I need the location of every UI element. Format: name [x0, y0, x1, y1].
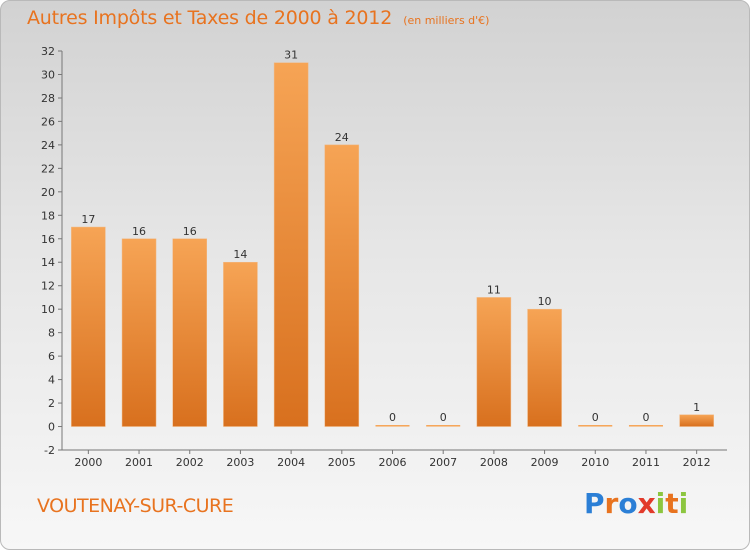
bar-2003	[223, 261, 258, 427]
y-tick-label: 30	[41, 68, 55, 81]
bar-2006	[375, 425, 410, 427]
value-label-2007: 0	[440, 411, 447, 424]
x-tick-label-2006: 2006	[379, 456, 407, 469]
y-tick-label: 8	[48, 327, 55, 340]
proxiti-logo: Proxiti	[584, 487, 688, 520]
value-label-2011: 0	[642, 411, 649, 424]
bar-2008	[476, 297, 512, 427]
x-tick-label-2009: 2009	[531, 456, 559, 469]
chart-title-block: Autres Impôts et Taxes de 2000 à 2012 (e…	[27, 7, 489, 29]
y-tick-label: 22	[41, 162, 55, 175]
x-tick-label-2000: 2000	[74, 456, 102, 469]
x-tick-label-2008: 2008	[480, 456, 508, 469]
value-label-2006: 0	[389, 411, 396, 424]
x-tick-label-2010: 2010	[581, 456, 609, 469]
x-tick-label-2011: 2011	[632, 456, 660, 469]
value-label-2004: 31	[284, 49, 298, 62]
value-label-2010: 0	[592, 411, 599, 424]
x-tick-label-2012: 2012	[683, 456, 711, 469]
value-label-2009: 10	[538, 295, 552, 308]
bar-2005	[324, 144, 360, 427]
x-tick-label-2007: 2007	[429, 456, 457, 469]
bar-2001	[121, 238, 157, 427]
value-label-2000: 17	[81, 213, 95, 226]
y-tick-label: 24	[41, 139, 55, 152]
y-tick-label: -2	[44, 444, 55, 457]
logo-letter: t	[665, 487, 679, 520]
value-label-2003: 14	[233, 248, 247, 261]
bar-2011	[628, 425, 663, 427]
y-tick-label: 2	[48, 397, 55, 410]
y-tick-label: 32	[41, 45, 55, 58]
city-name: VOUTENAY-SUR-CURE	[37, 495, 234, 517]
chart-title: Autres Impôts et Taxes de 2000 à 2012	[27, 7, 393, 29]
y-tick-label: 4	[48, 374, 55, 387]
logo-letter: i	[678, 487, 689, 520]
value-label-2008: 11	[487, 283, 501, 296]
y-tick-label: 6	[48, 350, 55, 363]
x-tick-label-2002: 2002	[176, 456, 204, 469]
x-tick-label-2001: 2001	[125, 456, 153, 469]
x-tick-label-2005: 2005	[328, 456, 356, 469]
y-tick-label: 14	[41, 256, 55, 269]
logo-letter: r	[604, 487, 619, 520]
bar-2007	[426, 425, 461, 427]
value-label-2002: 16	[183, 225, 197, 238]
y-tick-label: 28	[41, 92, 55, 105]
bar-2000	[71, 226, 106, 427]
bar-2012	[679, 414, 714, 427]
value-label-2012: 1	[693, 401, 700, 414]
bar-2009	[527, 308, 562, 427]
logo-letter: i	[655, 487, 666, 520]
value-label-2005: 24	[335, 131, 349, 144]
y-tick-label: 10	[41, 303, 55, 316]
chart-subtitle: (en milliers d'€)	[403, 14, 490, 27]
logo-letter: P	[584, 487, 605, 520]
y-tick-label: 12	[41, 280, 55, 293]
x-tick-label-2004: 2004	[277, 456, 305, 469]
value-label-2001: 16	[132, 225, 146, 238]
bar-2004	[273, 62, 309, 427]
y-tick-label: 26	[41, 115, 55, 128]
bar-2002	[172, 238, 207, 427]
y-tick-label: 18	[41, 209, 55, 222]
logo-letter: x	[637, 487, 656, 520]
y-tick-label: 0	[48, 421, 55, 434]
y-tick-label: 20	[41, 186, 55, 199]
logo-letter: o	[618, 487, 638, 520]
x-tick-label-2003: 2003	[226, 456, 254, 469]
bar-2010	[578, 425, 613, 427]
y-tick-label: 16	[41, 233, 55, 246]
